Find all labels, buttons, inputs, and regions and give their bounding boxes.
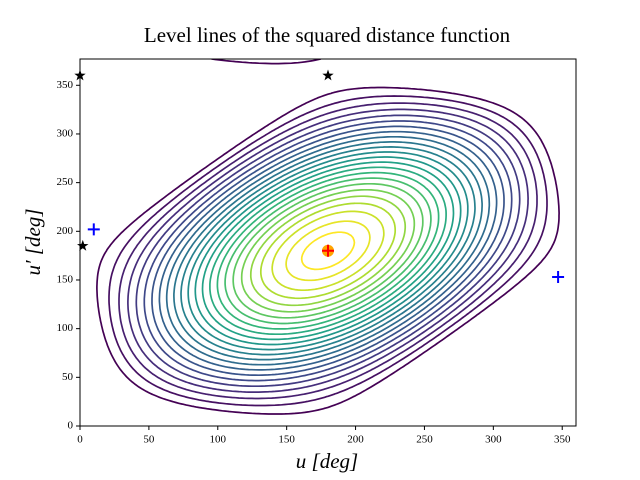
y-tick-label: 0 <box>68 420 74 432</box>
x-tick-label: 350 <box>554 434 571 446</box>
contour-line <box>201 161 455 341</box>
plus-marker <box>552 271 565 284</box>
star-marker <box>77 239 89 251</box>
y-tick-label: 350 <box>57 79 74 91</box>
contours <box>96 59 560 415</box>
contour-line <box>96 59 560 415</box>
y-tick-label: 150 <box>57 274 74 286</box>
y-tick-label: 300 <box>57 127 74 139</box>
y-tick-label: 100 <box>57 322 74 334</box>
x-axis-label: u [deg] <box>296 449 358 473</box>
contour-line <box>180 146 476 356</box>
contour-line <box>259 202 397 300</box>
contour-line <box>135 114 521 388</box>
x-tick-label: 250 <box>416 434 433 446</box>
star-marker <box>322 69 334 81</box>
contour-line <box>216 171 440 330</box>
plus-marker <box>322 244 334 257</box>
plus-marker <box>87 223 100 236</box>
x-tick-label: 0 <box>77 434 83 446</box>
contour-line <box>143 120 513 382</box>
x-tick-label: 200 <box>347 434 364 446</box>
y-tick-label: 250 <box>57 176 74 188</box>
contour-line <box>151 125 505 377</box>
contour-line <box>300 231 356 271</box>
x-tick-label: 150 <box>278 434 295 446</box>
contour-line <box>158 130 498 371</box>
x-tick-label: 100 <box>210 434 227 446</box>
contour-line <box>224 177 432 325</box>
contour-line <box>285 220 371 282</box>
contour-line <box>187 151 469 351</box>
contour-line <box>127 108 529 393</box>
contour-line <box>240 188 416 313</box>
y-tick-label: 50 <box>62 371 74 383</box>
chart-title: Level lines of the squared distance func… <box>144 23 511 47</box>
contour-line <box>108 95 548 407</box>
contour-line <box>249 195 407 307</box>
contour-line <box>209 166 447 336</box>
plot-frame <box>79 58 577 427</box>
contour-line <box>271 210 385 292</box>
contour-line <box>232 182 424 319</box>
y-axis-label: u′ [deg] <box>21 208 45 275</box>
x-tick-label: 50 <box>143 434 155 446</box>
contour-line <box>173 141 483 361</box>
y-tick-label: 200 <box>57 225 74 237</box>
x-tick-label: 300 <box>485 434 502 446</box>
star-marker <box>74 69 86 81</box>
contour-line <box>194 156 462 346</box>
contour-line <box>118 102 538 400</box>
contour-line <box>165 135 491 366</box>
